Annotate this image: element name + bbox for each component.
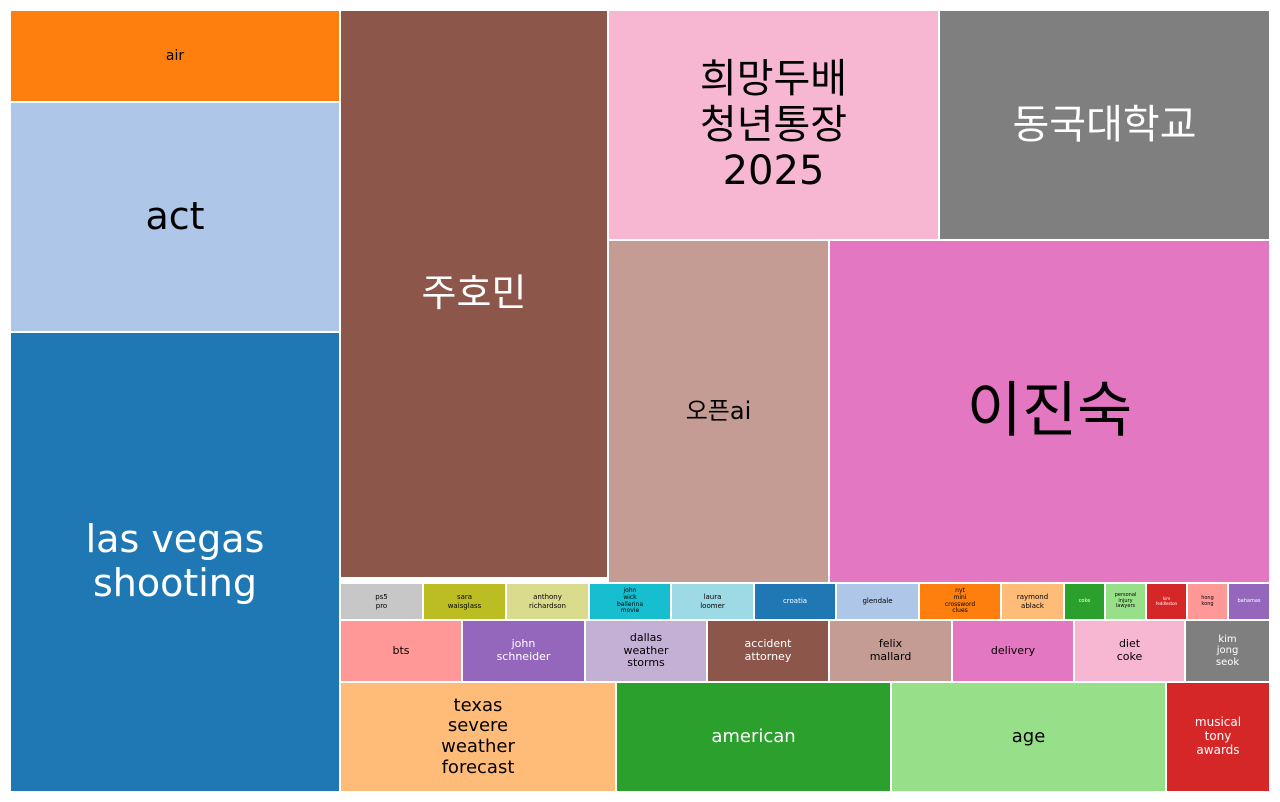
treemap-tile: john wick ballerina movie xyxy=(589,583,671,620)
treemap-tile: texas severe weather forecast xyxy=(340,682,616,792)
treemap-tile: act xyxy=(10,102,340,332)
treemap-tile: bts xyxy=(340,620,462,682)
treemap-tile: hong kong xyxy=(1187,583,1228,620)
treemap-tile-label: kim feddleston xyxy=(1155,595,1178,606)
treemap-tile: laura loomer xyxy=(671,583,754,620)
treemap-tile: 희망두배 청년통장 2025 xyxy=(608,10,939,240)
treemap-tile-label: accident attorney xyxy=(744,637,792,663)
treemap-tile-label: act xyxy=(145,194,205,239)
treemap-tile: raymond ablack xyxy=(1001,583,1064,620)
treemap-tile: felix mallard xyxy=(829,620,952,682)
treemap-tile-label: american xyxy=(711,725,796,747)
treemap-tile-label: sara waisglass xyxy=(447,593,482,610)
treemap-tile: sara waisglass xyxy=(423,583,506,620)
treemap-tile-label: anthony richardson xyxy=(529,593,566,610)
treemap-tile-label: 주호민 xyxy=(421,271,527,316)
treemap-tile-label: john wick ballerina movie xyxy=(616,586,644,615)
treemap-tile-label: age xyxy=(1011,725,1046,747)
treemap-tile-label: coke xyxy=(1078,597,1091,604)
treemap-tile-label: musical tony awards xyxy=(1194,715,1242,757)
treemap-tile: ps5 pro xyxy=(340,583,423,620)
treemap-tile: musical tony awards xyxy=(1166,682,1270,792)
treemap-tile-label: bts xyxy=(392,643,410,657)
treemap-tile-label: delivery xyxy=(990,643,1036,657)
treemap-tile: glendale xyxy=(836,583,919,620)
treemap-tile-label: felix mallard xyxy=(869,637,912,663)
treemap-tile-label: nyt mini crossword clues xyxy=(944,586,976,615)
treemap-tile-label: 오픈ai xyxy=(685,396,752,425)
treemap-tile-label: hong kong xyxy=(1201,594,1214,607)
treemap-tile: anthony richardson xyxy=(506,583,589,620)
treemap-tile: kim feddleston xyxy=(1146,583,1187,620)
treemap-tile: 동국대학교 xyxy=(939,10,1270,240)
treemap-tile-label: las vegas shooting xyxy=(85,517,265,605)
treemap-tile: bahamas xyxy=(1228,583,1270,620)
treemap-tile: age xyxy=(891,682,1166,792)
treemap-tile-label: 동국대학교 xyxy=(1012,102,1197,148)
treemap-tile: croatia xyxy=(754,583,836,620)
treemap-tile: john schneider xyxy=(462,620,585,682)
treemap-tile-label: dallas weather storms xyxy=(623,631,669,670)
treemap-tile-label: bahamas xyxy=(1237,597,1261,604)
treemap-tile: delivery xyxy=(952,620,1074,682)
treemap-tile: dallas weather storms xyxy=(585,620,707,682)
treemap-tile-label: laura loomer xyxy=(700,593,725,610)
treemap-tile-label: raymond ablack xyxy=(1016,593,1049,610)
treemap-tile-label: ps5 pro xyxy=(375,593,388,610)
treemap-tile-label: croatia xyxy=(782,597,808,606)
treemap-tile: kim jong seok xyxy=(1185,620,1270,682)
treemap-tile: nyt mini crossword clues xyxy=(919,583,1001,620)
treemap-tile: 주호민 xyxy=(340,10,608,578)
treemap-tile-label: texas severe weather forecast xyxy=(441,694,515,778)
treemap-tile: personal injury lawyers xyxy=(1105,583,1146,620)
treemap-tile: coke xyxy=(1064,583,1105,620)
treemap-tile: american xyxy=(616,682,891,792)
treemap-tile: air xyxy=(10,10,340,102)
treemap-tile-label: kim jong seok xyxy=(1215,633,1240,668)
treemap-tile-label: personal injury lawyers xyxy=(1114,591,1137,610)
treemap-tile: accident attorney xyxy=(707,620,829,682)
treemap-tile: 오픈ai xyxy=(608,240,829,583)
treemap-tile-label: air xyxy=(165,47,185,64)
treemap-tile-label: diet coke xyxy=(1116,637,1143,663)
treemap-tile-label: glendale xyxy=(862,597,893,606)
treemap-tile: diet coke xyxy=(1074,620,1185,682)
treemap-tile-label: 희망두배 청년통장 2025 xyxy=(699,56,848,194)
treemap-tile-label: john schneider xyxy=(496,637,551,663)
treemap-tile-label: 이진숙 xyxy=(966,376,1133,446)
treemap-tile: las vegas shooting xyxy=(10,332,340,792)
treemap-tile: 이진숙 xyxy=(829,240,1270,583)
